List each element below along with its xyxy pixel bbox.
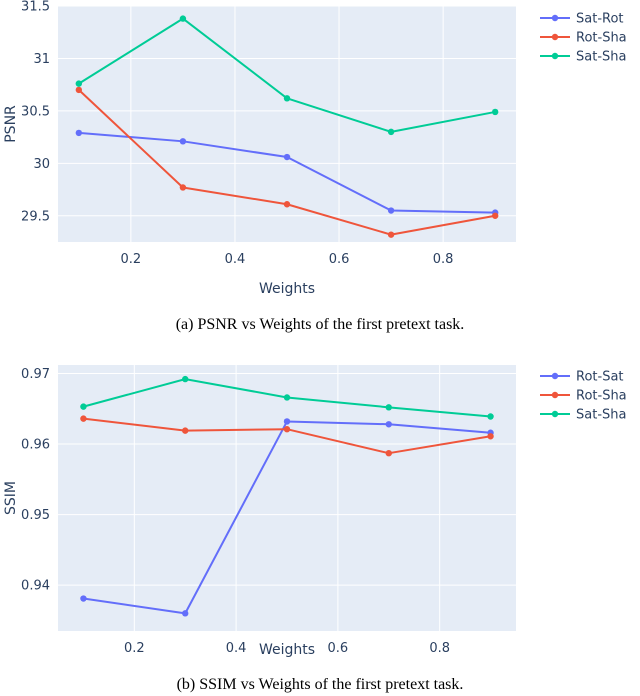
legend-swatch-marker [551,14,559,22]
x-tick-label: 0.4 [225,252,246,267]
legend-swatch-marker [551,391,559,399]
data-point-sat-sha [283,394,291,401]
data-point-sat-rot [75,129,83,137]
data-point-rot-sat [385,421,392,428]
x-tick-label: 0.8 [429,641,450,656]
x-tick-label: 0.2 [124,641,145,656]
legend-swatch-marker [551,33,559,41]
legend-swatch-marker [551,372,559,380]
legend-swatch-marker [551,52,559,60]
data-point-rot-sha [387,231,395,238]
y-axis-title: PSNR [3,105,19,143]
y-tick-label: 31 [33,52,50,67]
data-point-sat-sha [385,404,392,411]
data-point-sat-sha [491,108,499,116]
data-point-sat-sha [75,80,83,87]
y-tick-label: 0.97 [21,367,50,382]
data-point-sat-sha [80,403,87,410]
data-point-sat-rot [387,207,395,214]
figure-caption: (b) SSIM vs Weights of the first pretext… [177,676,464,693]
figure-caption: (a) PSNR vs Weights of the first pretext… [176,316,465,333]
data-point-rot-sat [182,610,189,617]
data-point-rot-sha [491,212,499,219]
data-point-sat-sha [283,95,291,102]
data-point-sat-rot [179,138,187,145]
x-tick-label: 0.2 [121,252,142,267]
data-point-rot-sha [283,426,291,433]
y-tick-label: 0.94 [21,579,50,594]
x-tick-label: 0.6 [328,641,349,656]
chart-1: 0.2 0.4 0.6 0.8 29.5 30 30.5 31 31.5 Weights PSNR S… [3,0,627,333]
chart-2: 0.2 0.4 0.6 0.8 0.94 0.95 0.96 0.97 Weights SSIM R… [3,365,627,693]
legend-label: Rot-Sha [576,389,627,404]
y-tick-label: 30.5 [21,104,50,119]
x-tick-label: 0.8 [433,252,454,267]
y-tick-label: 0.96 [21,438,50,453]
legend-label: Rot-Sha [576,31,627,46]
legend-label: Sat-Rot [576,12,624,27]
data-point-sat-sha [179,15,187,22]
data-point-rot-sha [75,86,83,94]
y-tick-label: 0.95 [21,508,50,523]
data-point-rot-sat [80,595,87,602]
legend-label: Sat-Sha [576,50,626,65]
legend-swatch-marker [551,410,559,418]
data-point-sat-sha [487,413,494,420]
x-tick-label: 0.4 [226,641,247,656]
y-tick-label: 30 [33,157,50,172]
data-point-rot-sat [283,418,291,425]
data-point-rot-sha [385,449,392,457]
data-point-rot-sha [182,427,189,434]
data-point-rot-sha [283,201,291,208]
y-tick-label: 31.5 [21,0,50,15]
data-point-sat-rot [283,153,291,161]
plot-area [58,365,516,631]
x-tick-label: 0.6 [329,252,350,267]
x-axis-title: Weights [259,642,315,658]
y-axis-title: SSIM [3,481,19,515]
data-point-rot-sha [487,433,494,440]
y-tick-label: 29.5 [21,209,50,224]
legend-label: Rot-Sat [576,370,624,385]
x-axis-title: Weights [259,281,315,297]
data-point-rot-sha [80,415,87,422]
data-point-sat-sha [182,375,189,383]
data-point-sat-sha [387,128,395,136]
data-point-rot-sha [179,184,187,191]
legend-label: Sat-Sha [576,408,626,423]
